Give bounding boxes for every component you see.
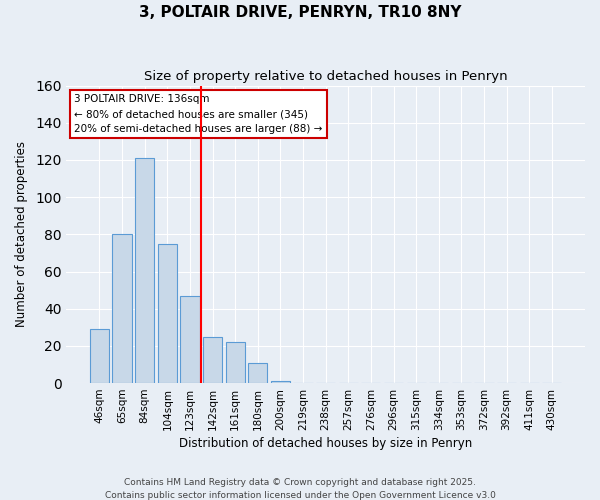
Text: 3, POLTAIR DRIVE, PENRYN, TR10 8NY: 3, POLTAIR DRIVE, PENRYN, TR10 8NY [139,5,461,20]
Title: Size of property relative to detached houses in Penryn: Size of property relative to detached ho… [144,70,508,83]
Text: Contains HM Land Registry data © Crown copyright and database right 2025.
Contai: Contains HM Land Registry data © Crown c… [104,478,496,500]
Bar [90,329,109,383]
Bar [181,296,200,383]
Bar [226,342,245,383]
Bar [248,362,268,383]
Text: 3 POLTAIR DRIVE: 136sqm
← 80% of detached houses are smaller (345)
20% of semi-d: 3 POLTAIR DRIVE: 136sqm ← 80% of detache… [74,94,322,134]
Y-axis label: Number of detached properties: Number of detached properties [15,142,28,328]
Bar [112,234,132,383]
Bar [271,381,290,383]
Bar [158,244,177,383]
X-axis label: Distribution of detached houses by size in Penryn: Distribution of detached houses by size … [179,437,472,450]
Bar [203,336,222,383]
Bar [135,158,154,383]
